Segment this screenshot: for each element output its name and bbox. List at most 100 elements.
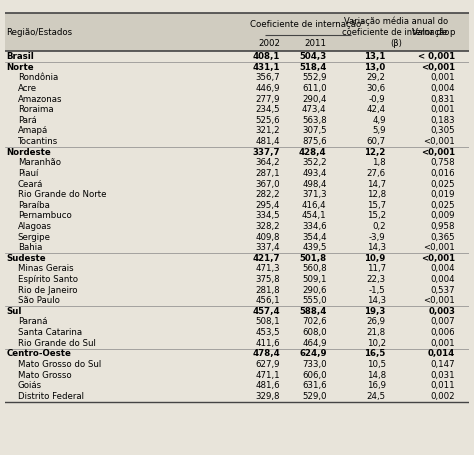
Text: 525,6: 525,6 <box>255 116 280 125</box>
Text: <0,001: <0,001 <box>421 63 456 72</box>
Text: Amapá: Amapá <box>18 126 48 136</box>
Text: 411,6: 411,6 <box>255 339 280 348</box>
Text: 588,4: 588,4 <box>299 307 327 316</box>
Text: Variação média anual do
coeficiente de internação
(β): Variação média anual do coeficiente de i… <box>342 17 450 48</box>
Text: 473,4: 473,4 <box>302 105 327 114</box>
Text: 22,3: 22,3 <box>366 275 386 284</box>
Text: <0,001: <0,001 <box>421 148 456 157</box>
Text: -1,5: -1,5 <box>369 286 386 295</box>
Text: 457,4: 457,4 <box>253 307 280 316</box>
Text: 481,6: 481,6 <box>255 381 280 390</box>
Text: 367,0: 367,0 <box>255 180 280 188</box>
Text: 0,007: 0,007 <box>431 318 456 327</box>
Text: 0,019: 0,019 <box>431 190 456 199</box>
Text: 16,5: 16,5 <box>365 349 386 359</box>
Text: Piauí: Piauí <box>18 169 38 178</box>
Text: 334,5: 334,5 <box>255 212 280 220</box>
Text: 13,1: 13,1 <box>365 52 386 61</box>
Text: Paraná: Paraná <box>18 318 47 327</box>
Text: 10,5: 10,5 <box>366 360 386 369</box>
Text: Mato Grosso: Mato Grosso <box>18 370 72 379</box>
Text: 287,1: 287,1 <box>255 169 280 178</box>
Text: Sergipe: Sergipe <box>18 233 51 242</box>
Text: 431,1: 431,1 <box>253 63 280 72</box>
Text: Acre: Acre <box>18 84 37 93</box>
Text: 0,009: 0,009 <box>431 212 456 220</box>
Text: 2011: 2011 <box>305 39 327 48</box>
Text: 481,4: 481,4 <box>255 137 280 146</box>
Text: Minas Gerais: Minas Gerais <box>18 264 73 273</box>
Text: 0,365: 0,365 <box>431 233 456 242</box>
Text: Paraíba: Paraíba <box>18 201 50 210</box>
Text: 14,3: 14,3 <box>366 243 386 252</box>
Text: Bahia: Bahia <box>18 243 42 252</box>
Text: <0,001: <0,001 <box>424 137 456 146</box>
Text: 16,9: 16,9 <box>367 381 386 390</box>
Text: 0,011: 0,011 <box>431 381 456 390</box>
Text: Região/Estados: Região/Estados <box>6 28 72 37</box>
Text: Brasil: Brasil <box>6 52 34 61</box>
Text: 356,7: 356,7 <box>255 73 280 82</box>
Text: Nordeste: Nordeste <box>6 148 51 157</box>
Text: Rondônia: Rondônia <box>18 73 58 82</box>
Text: Sudeste: Sudeste <box>6 254 46 263</box>
Text: 508,1: 508,1 <box>255 318 280 327</box>
Text: 19,3: 19,3 <box>365 307 386 316</box>
Text: 364,2: 364,2 <box>255 158 280 167</box>
Text: 14,7: 14,7 <box>366 180 386 188</box>
Text: 0,183: 0,183 <box>431 116 456 125</box>
Text: Tocantins: Tocantins <box>18 137 58 146</box>
Text: 13,0: 13,0 <box>365 63 386 72</box>
Text: 416,4: 416,4 <box>302 201 327 210</box>
Text: 453,5: 453,5 <box>255 328 280 337</box>
Text: <0,001: <0,001 <box>421 254 456 263</box>
Text: <0,001: <0,001 <box>424 243 456 252</box>
Text: 352,2: 352,2 <box>302 158 327 167</box>
Text: 354,4: 354,4 <box>302 233 327 242</box>
Text: Rio Grande do Norte: Rio Grande do Norte <box>18 190 106 199</box>
Text: 0,016: 0,016 <box>431 169 456 178</box>
Text: 478,4: 478,4 <box>253 349 280 359</box>
Text: 0,001: 0,001 <box>431 339 456 348</box>
Text: Rio Grande do Sul: Rio Grande do Sul <box>18 339 96 348</box>
Text: 0,001: 0,001 <box>431 73 456 82</box>
Text: Rio de Janeiro: Rio de Janeiro <box>18 286 77 295</box>
Text: 307,5: 307,5 <box>302 126 327 136</box>
Text: Coeficiente de internaçãoᵇ: Coeficiente de internaçãoᵇ <box>250 20 365 29</box>
Text: 0,002: 0,002 <box>431 392 456 401</box>
Text: Centro-Oeste: Centro-Oeste <box>6 349 71 359</box>
Text: 408,1: 408,1 <box>253 52 280 61</box>
Text: Pará: Pará <box>18 116 36 125</box>
Text: -0,9: -0,9 <box>369 95 386 104</box>
Text: 0,537: 0,537 <box>431 286 456 295</box>
Text: 290,6: 290,6 <box>302 286 327 295</box>
Text: Roraima: Roraima <box>18 105 54 114</box>
Text: 456,1: 456,1 <box>255 296 280 305</box>
Text: 295,4: 295,4 <box>255 201 280 210</box>
Text: Norte: Norte <box>6 63 34 72</box>
Text: 0,001: 0,001 <box>431 105 456 114</box>
Text: 702,6: 702,6 <box>302 318 327 327</box>
Text: 10,9: 10,9 <box>365 254 386 263</box>
Text: 464,9: 464,9 <box>302 339 327 348</box>
Text: 555,0: 555,0 <box>302 296 327 305</box>
Text: 337,4: 337,4 <box>255 243 280 252</box>
Text: 328,2: 328,2 <box>255 222 280 231</box>
Text: 26,9: 26,9 <box>367 318 386 327</box>
Text: 0,831: 0,831 <box>431 95 456 104</box>
Text: 1,8: 1,8 <box>372 158 386 167</box>
Text: 409,8: 409,8 <box>255 233 280 242</box>
Text: 21,8: 21,8 <box>366 328 386 337</box>
Text: 14,8: 14,8 <box>366 370 386 379</box>
Text: 608,0: 608,0 <box>302 328 327 337</box>
Text: Sul: Sul <box>6 307 21 316</box>
Text: 321,2: 321,2 <box>255 126 280 136</box>
Text: 493,4: 493,4 <box>302 169 327 178</box>
Text: 15,7: 15,7 <box>366 201 386 210</box>
Text: 15,2: 15,2 <box>366 212 386 220</box>
Text: 0,2: 0,2 <box>372 222 386 231</box>
Text: 560,8: 560,8 <box>302 264 327 273</box>
Text: Alagoas: Alagoas <box>18 222 52 231</box>
Text: 0,758: 0,758 <box>431 158 456 167</box>
Text: 606,0: 606,0 <box>302 370 327 379</box>
